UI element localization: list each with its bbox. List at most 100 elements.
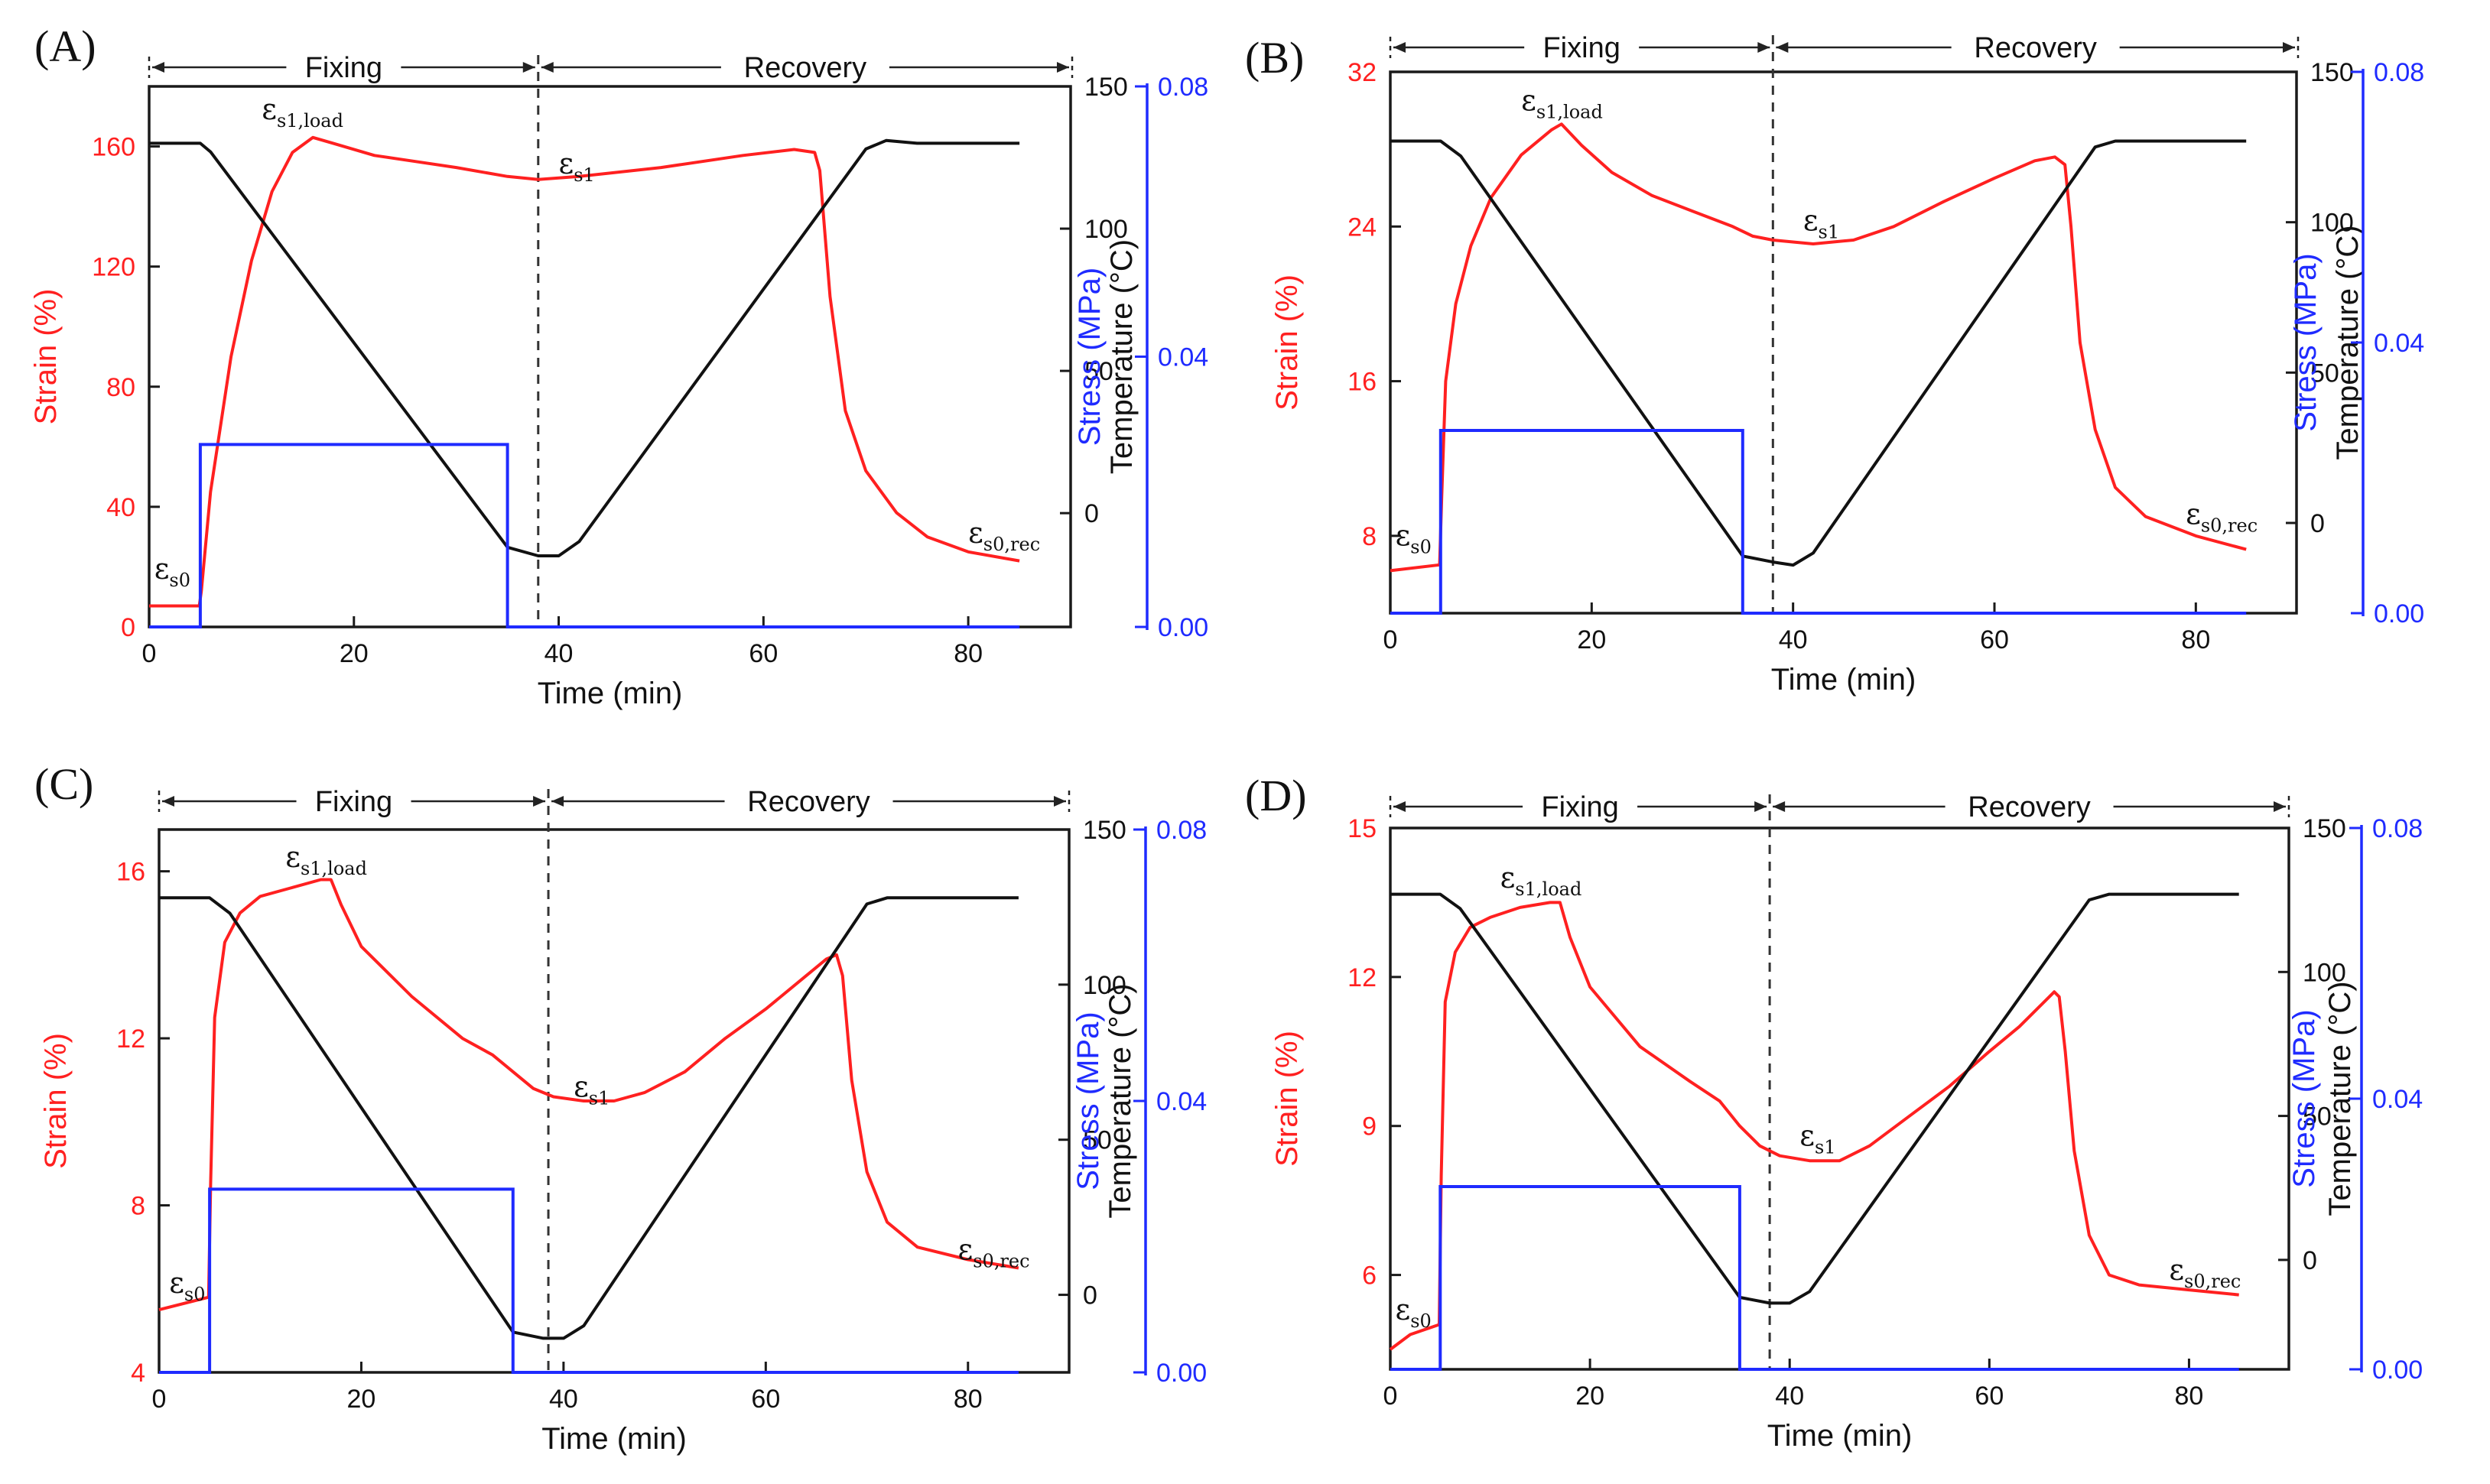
strain-tick-label: 12: [116, 1025, 145, 1054]
recovery-arrowhead-end: [1054, 796, 1066, 807]
strain-tick-label: 24: [1347, 213, 1377, 242]
temperature-axis-title: Temperature (°C): [1105, 239, 1139, 474]
strain-series: [149, 135, 1020, 608]
stress-tick-label: 0.08: [1158, 73, 1208, 102]
recovery-arrowhead-end: [2283, 42, 2295, 53]
x-tick-label: 60: [751, 1385, 780, 1414]
fixing-arrowhead-end: [533, 796, 546, 807]
recovery-label: Recovery: [1968, 791, 2091, 823]
temperature-tick-label: 0: [1084, 499, 1099, 528]
panel-b: (B) Fixing Recovery 0 20 40 60 80 Time (min) 8 16 2…: [1245, 32, 2424, 697]
recovery-arrowhead-end: [1057, 62, 1069, 73]
recovery-label: Recovery: [747, 786, 870, 818]
strain-tick-label: 0: [121, 613, 135, 642]
panel-d: (D) Fixing Recovery 0 20 40 60 80 Time (min) 6 9 12…: [1245, 771, 2423, 1453]
strain-tick-label: 120: [92, 253, 135, 282]
annotation-symbol: ε: [1396, 1293, 1411, 1327]
x-axis-title: Time (min): [1771, 663, 1916, 697]
strain-annotation: εs0: [1396, 1293, 1432, 1332]
recovery-label: Recovery: [1974, 32, 2097, 64]
annotation-symbol: ε: [154, 552, 170, 586]
strain-annotation: εs1: [1799, 1119, 1835, 1158]
stress-tick-label: 0.08: [2372, 814, 2423, 843]
temperature-tick-label: 150: [1083, 816, 1126, 845]
annotation-symbol: ε: [169, 1266, 184, 1300]
strain-axis-title: Strain (%): [1270, 1031, 1304, 1167]
temperature-tick-label: 100: [2310, 209, 2354, 238]
strain-tick-label: 32: [1347, 58, 1377, 87]
panel-label: (C): [34, 759, 93, 809]
strain-tick-label: 15: [1347, 814, 1377, 843]
x-tick-label: 0: [1383, 625, 1398, 654]
strain-annotation: εs1,load: [285, 840, 367, 879]
x-tick-label: 80: [2181, 625, 2210, 654]
strain-annotation: εs0,rec: [2169, 1253, 2241, 1292]
strain-tick-label: 16: [1347, 368, 1377, 397]
strain-annotation: εs0,rec: [2186, 498, 2258, 537]
stress-series: [1390, 429, 2247, 615]
annotation-subscript: s0,rec: [2201, 515, 2258, 537]
fixing-arrowhead-end: [1754, 801, 1767, 812]
temperature-tick-label: 0: [2310, 509, 2325, 538]
panel-a: (A) Fixing Recovery 0 20 40 60 80 Time (min) 0 40 8…: [29, 21, 1208, 710]
fixing-label: Fixing: [1542, 32, 1620, 64]
x-tick-label: 40: [1779, 625, 1808, 654]
strain-axis-title: Strain (%): [29, 289, 63, 425]
stress-tick-label: 0.04: [2372, 1085, 2423, 1114]
stress-tick-label: 0.00: [1158, 613, 1208, 642]
strain-tick-label: 4: [131, 1359, 145, 1388]
panel-label: (B): [1245, 33, 1304, 83]
annotation-symbol: ε: [285, 840, 301, 874]
strain-annotation: εs1: [574, 1070, 609, 1109]
stress-series: [159, 1187, 1019, 1374]
temperature-tick-label: 50: [2303, 1102, 2332, 1132]
annotation-subscript: s0,rec: [2184, 1271, 2241, 1292]
x-tick-label: 60: [749, 639, 778, 668]
fixing-arrowhead-end: [522, 62, 535, 73]
strain-tick-label: 6: [1362, 1262, 1377, 1291]
strain-annotation: εs0,rec: [968, 516, 1040, 555]
stress-series: [1390, 1185, 2239, 1371]
fixing-arrowhead-end: [1757, 42, 1770, 53]
strain-series: [1389, 901, 2239, 1351]
annotation-symbol: ε: [2186, 498, 2201, 531]
panel-label: (D): [1245, 771, 1307, 820]
strain-annotation: εs0,rec: [958, 1233, 1030, 1272]
x-axis-title: Time (min): [538, 677, 683, 710]
stress-tick-label: 0.00: [2372, 1356, 2423, 1385]
x-axis-title: Time (min): [1767, 1419, 1913, 1453]
annotation-symbol: ε: [1799, 1119, 1815, 1153]
stress-axis-title: Stress (MPa): [1073, 268, 1107, 446]
annotation-symbol: ε: [559, 147, 574, 180]
stress-tick-label: 0.04: [1158, 343, 1208, 372]
temperature-axis-title: Temperature (°C): [1104, 983, 1137, 1218]
temperature-tick-label: 0: [2303, 1246, 2317, 1275]
annotation-subscript: s1,load: [1515, 878, 1581, 900]
fixing-arrowhead-start: [1393, 42, 1406, 53]
fixing-label: Fixing: [315, 786, 392, 818]
x-tick-label: 80: [2175, 1382, 2204, 1411]
annotation-subscript: s0: [1410, 1310, 1432, 1332]
temperature-tick-label: 50: [2310, 359, 2339, 388]
temperature-tick-label: 100: [2303, 958, 2346, 987]
temperature-tick-label: 50: [1083, 1126, 1112, 1155]
strain-tick-label: 160: [92, 133, 135, 162]
fixing-arrowhead-start: [162, 796, 174, 807]
fixing-arrowhead-start: [152, 62, 164, 73]
stress-tick-label: 0.00: [1156, 1359, 1207, 1388]
temperature-tick-label: 100: [1084, 215, 1128, 244]
annotation-subscript: s1: [1815, 1137, 1836, 1158]
annotation-subscript: s0: [169, 570, 190, 591]
annotation-symbol: ε: [1803, 203, 1819, 237]
fixing-label: Fixing: [305, 52, 382, 84]
temperature-series: [149, 138, 1020, 557]
x-tick-label: 20: [347, 1385, 376, 1414]
temperature-series: [159, 896, 1019, 1340]
strain-tick-label: 8: [1362, 522, 1377, 551]
recovery-arrowhead-start: [1776, 42, 1789, 53]
stress-axis-title: Stress (MPa): [1071, 1012, 1105, 1190]
strain-annotation: εs0: [169, 1266, 205, 1305]
temperature-tick-label: 100: [1083, 971, 1126, 1000]
panel-label: (A): [34, 21, 96, 71]
strain-annotation: εs0: [1396, 519, 1432, 558]
